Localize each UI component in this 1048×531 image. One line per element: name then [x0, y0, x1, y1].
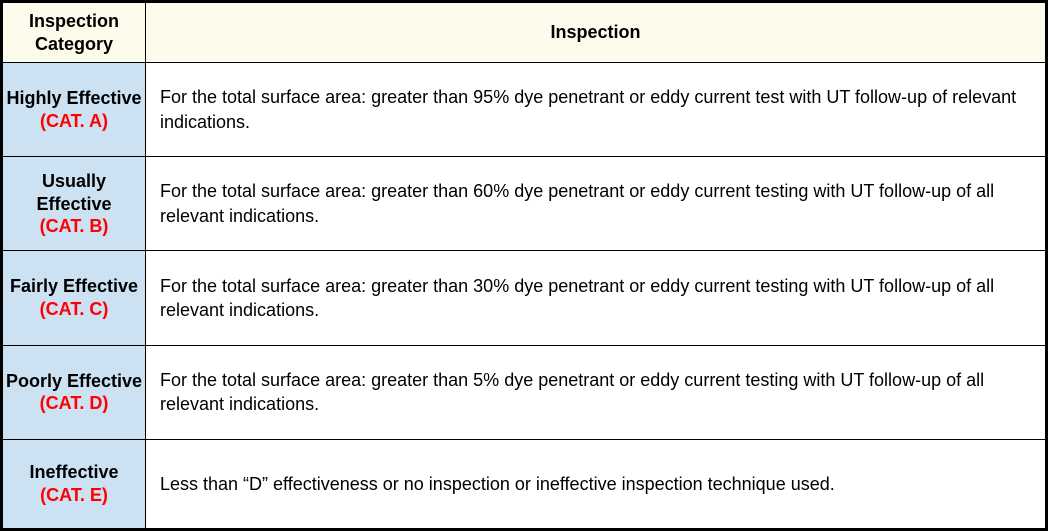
category-name: Fairly Effective: [5, 275, 143, 298]
category-code: (CAT. E): [5, 484, 143, 507]
category-name: Poorly Effective: [5, 370, 143, 393]
col-header-label: Inspection: [550, 22, 640, 42]
table-row: Fairly Effective (CAT. C) For the total …: [2, 251, 1047, 345]
category-cell: Poorly Effective (CAT. D): [2, 345, 146, 439]
table-header-row: Inspection Category Inspection: [2, 2, 1047, 63]
category-cell: Ineffective (CAT. E): [2, 439, 146, 529]
description-text: For the total surface area: greater than…: [160, 87, 1016, 131]
category-code: (CAT. B): [5, 215, 143, 238]
table-row: Highly Effective (CAT. A) For the total …: [2, 63, 1047, 157]
description-text: For the total surface area: greater than…: [160, 276, 994, 320]
description-text: Less than “D” effectiveness or no inspec…: [160, 474, 835, 494]
col-header-category: Inspection Category: [2, 2, 146, 63]
category-name: Highly Effective: [5, 87, 143, 110]
category-cell: Highly Effective (CAT. A): [2, 63, 146, 157]
description-cell: For the total surface area: greater than…: [146, 345, 1047, 439]
description-cell: Less than “D” effectiveness or no inspec…: [146, 439, 1047, 529]
description-text: For the total surface area: greater than…: [160, 370, 984, 414]
category-name: Usually Effective: [5, 170, 143, 215]
col-header-label: Inspection Category: [29, 11, 119, 54]
category-code: (CAT. D): [5, 392, 143, 415]
description-cell: For the total surface area: greater than…: [146, 63, 1047, 157]
category-name: Ineffective: [5, 461, 143, 484]
description-cell: For the total surface area: greater than…: [146, 251, 1047, 345]
inspection-effectiveness-table: Inspection Category Inspection Highly Ef…: [0, 0, 1048, 531]
description-cell: For the total surface area: greater than…: [146, 157, 1047, 251]
category-cell: Fairly Effective (CAT. C): [2, 251, 146, 345]
category-code: (CAT. A): [5, 110, 143, 133]
table: Inspection Category Inspection Highly Ef…: [0, 0, 1048, 531]
category-cell: Usually Effective (CAT. B): [2, 157, 146, 251]
category-code: (CAT. C): [5, 298, 143, 321]
table-row: Ineffective (CAT. E) Less than “D” effec…: [2, 439, 1047, 529]
col-header-inspection: Inspection: [146, 2, 1047, 63]
description-text: For the total surface area: greater than…: [160, 181, 994, 225]
table-row: Usually Effective (CAT. B) For the total…: [2, 157, 1047, 251]
table-row: Poorly Effective (CAT. D) For the total …: [2, 345, 1047, 439]
